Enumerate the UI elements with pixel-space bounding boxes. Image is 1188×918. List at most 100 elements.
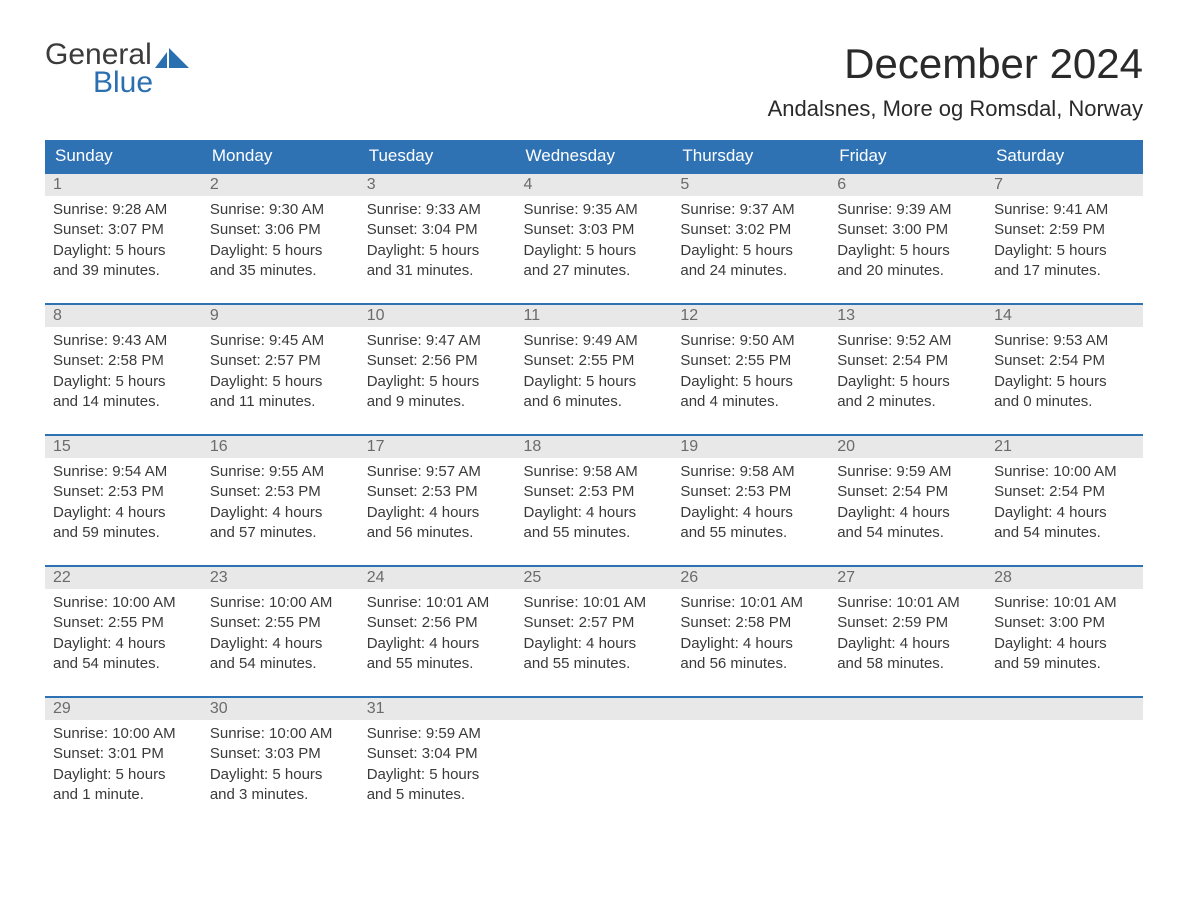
- calendar-day-cell: 17Sunrise: 9:57 AMSunset: 2:53 PMDayligh…: [359, 435, 516, 566]
- day-number-empty: [672, 698, 829, 720]
- col-sunday: Sunday: [45, 140, 202, 173]
- day-number: 21: [986, 436, 1143, 458]
- daylight-line: Daylight: 4 hours and 57 minutes.: [210, 503, 351, 544]
- daylight-line: Daylight: 5 hours and 2 minutes.: [837, 372, 978, 413]
- sunrise-line: Sunrise: 10:00 AM: [994, 462, 1135, 482]
- brand-logo: General Blue: [45, 40, 189, 98]
- day-details: Sunrise: 9:43 AMSunset: 2:58 PMDaylight:…: [45, 327, 202, 434]
- day-number: 10: [359, 305, 516, 327]
- day-details: Sunrise: 9:47 AMSunset: 2:56 PMDaylight:…: [359, 327, 516, 434]
- calendar-day-cell: 18Sunrise: 9:58 AMSunset: 2:53 PMDayligh…: [516, 435, 673, 566]
- day-number: 14: [986, 305, 1143, 327]
- calendar-day-cell: [829, 697, 986, 827]
- calendar-day-cell: 30Sunrise: 10:00 AMSunset: 3:03 PMDaylig…: [202, 697, 359, 827]
- day-details: Sunrise: 9:50 AMSunset: 2:55 PMDaylight:…: [672, 327, 829, 434]
- daylight-line: Daylight: 4 hours and 54 minutes.: [994, 503, 1135, 544]
- month-title: December 2024: [768, 40, 1143, 88]
- calendar-day-cell: 7Sunrise: 9:41 AMSunset: 2:59 PMDaylight…: [986, 173, 1143, 304]
- sunset-line: Sunset: 3:02 PM: [680, 220, 821, 240]
- day-number: 20: [829, 436, 986, 458]
- flag-icon: [155, 44, 189, 66]
- calendar-day-cell: 3Sunrise: 9:33 AMSunset: 3:04 PMDaylight…: [359, 173, 516, 304]
- day-number: 30: [202, 698, 359, 720]
- daylight-line: Daylight: 5 hours and 35 minutes.: [210, 241, 351, 282]
- calendar-day-cell: 21Sunrise: 10:00 AMSunset: 2:54 PMDaylig…: [986, 435, 1143, 566]
- calendar-day-cell: 29Sunrise: 10:00 AMSunset: 3:01 PMDaylig…: [45, 697, 202, 827]
- day-number: 28: [986, 567, 1143, 589]
- daylight-line: Daylight: 4 hours and 55 minutes.: [367, 634, 508, 675]
- day-details: Sunrise: 9:53 AMSunset: 2:54 PMDaylight:…: [986, 327, 1143, 434]
- day-number: 1: [45, 174, 202, 196]
- day-details: Sunrise: 10:01 AMSunset: 2:56 PMDaylight…: [359, 589, 516, 696]
- day-details: Sunrise: 9:58 AMSunset: 2:53 PMDaylight:…: [516, 458, 673, 565]
- calendar-week-row: 8Sunrise: 9:43 AMSunset: 2:58 PMDaylight…: [45, 304, 1143, 435]
- daylight-line: Daylight: 4 hours and 59 minutes.: [53, 503, 194, 544]
- calendar-day-cell: 4Sunrise: 9:35 AMSunset: 3:03 PMDaylight…: [516, 173, 673, 304]
- day-details-empty: [672, 720, 829, 800]
- day-details: Sunrise: 9:52 AMSunset: 2:54 PMDaylight:…: [829, 327, 986, 434]
- calendar-day-cell: 13Sunrise: 9:52 AMSunset: 2:54 PMDayligh…: [829, 304, 986, 435]
- sunrise-line: Sunrise: 9:30 AM: [210, 200, 351, 220]
- daylight-line: Daylight: 4 hours and 58 minutes.: [837, 634, 978, 675]
- calendar-day-cell: 22Sunrise: 10:00 AMSunset: 2:55 PMDaylig…: [45, 566, 202, 697]
- sunset-line: Sunset: 3:04 PM: [367, 220, 508, 240]
- calendar-day-cell: [516, 697, 673, 827]
- sunrise-line: Sunrise: 9:53 AM: [994, 331, 1135, 351]
- sunset-line: Sunset: 2:56 PM: [367, 351, 508, 371]
- day-number: 22: [45, 567, 202, 589]
- daylight-line: Daylight: 4 hours and 54 minutes.: [53, 634, 194, 675]
- sunset-line: Sunset: 2:56 PM: [367, 613, 508, 633]
- day-number: 5: [672, 174, 829, 196]
- col-saturday: Saturday: [986, 140, 1143, 173]
- sunrise-line: Sunrise: 10:01 AM: [367, 593, 508, 613]
- day-details: Sunrise: 9:39 AMSunset: 3:00 PMDaylight:…: [829, 196, 986, 303]
- day-details: Sunrise: 9:30 AMSunset: 3:06 PMDaylight:…: [202, 196, 359, 303]
- day-number: 6: [829, 174, 986, 196]
- day-number-empty: [986, 698, 1143, 720]
- sunrise-line: Sunrise: 10:01 AM: [994, 593, 1135, 613]
- calendar-day-cell: 15Sunrise: 9:54 AMSunset: 2:53 PMDayligh…: [45, 435, 202, 566]
- day-details: Sunrise: 10:00 AMSunset: 2:55 PMDaylight…: [202, 589, 359, 696]
- calendar-day-cell: 10Sunrise: 9:47 AMSunset: 2:56 PMDayligh…: [359, 304, 516, 435]
- daylight-line: Daylight: 5 hours and 3 minutes.: [210, 765, 351, 806]
- day-number-empty: [516, 698, 673, 720]
- daylight-line: Daylight: 5 hours and 9 minutes.: [367, 372, 508, 413]
- sunrise-line: Sunrise: 9:33 AM: [367, 200, 508, 220]
- daylight-line: Daylight: 4 hours and 55 minutes.: [680, 503, 821, 544]
- day-number: 19: [672, 436, 829, 458]
- day-details: Sunrise: 9:41 AMSunset: 2:59 PMDaylight:…: [986, 196, 1143, 303]
- daylight-line: Daylight: 4 hours and 55 minutes.: [524, 634, 665, 675]
- day-number: 31: [359, 698, 516, 720]
- sunrise-line: Sunrise: 9:54 AM: [53, 462, 194, 482]
- calendar-day-cell: 9Sunrise: 9:45 AMSunset: 2:57 PMDaylight…: [202, 304, 359, 435]
- calendar-day-cell: 26Sunrise: 10:01 AMSunset: 2:58 PMDaylig…: [672, 566, 829, 697]
- sunrise-line: Sunrise: 9:39 AM: [837, 200, 978, 220]
- day-details: Sunrise: 9:49 AMSunset: 2:55 PMDaylight:…: [516, 327, 673, 434]
- sunrise-line: Sunrise: 10:00 AM: [210, 593, 351, 613]
- calendar-day-cell: [986, 697, 1143, 827]
- col-monday: Monday: [202, 140, 359, 173]
- day-number: 2: [202, 174, 359, 196]
- daylight-line: Daylight: 5 hours and 1 minute.: [53, 765, 194, 806]
- day-number: 23: [202, 567, 359, 589]
- col-friday: Friday: [829, 140, 986, 173]
- sunset-line: Sunset: 3:03 PM: [524, 220, 665, 240]
- day-details-empty: [986, 720, 1143, 800]
- day-details: Sunrise: 9:45 AMSunset: 2:57 PMDaylight:…: [202, 327, 359, 434]
- calendar-day-cell: 24Sunrise: 10:01 AMSunset: 2:56 PMDaylig…: [359, 566, 516, 697]
- daylight-line: Daylight: 5 hours and 14 minutes.: [53, 372, 194, 413]
- day-details: Sunrise: 10:00 AMSunset: 3:03 PMDaylight…: [202, 720, 359, 827]
- sunrise-line: Sunrise: 9:55 AM: [210, 462, 351, 482]
- calendar-day-cell: 8Sunrise: 9:43 AMSunset: 2:58 PMDaylight…: [45, 304, 202, 435]
- day-details: Sunrise: 9:54 AMSunset: 2:53 PMDaylight:…: [45, 458, 202, 565]
- daylight-line: Daylight: 5 hours and 4 minutes.: [680, 372, 821, 413]
- sunset-line: Sunset: 2:59 PM: [837, 613, 978, 633]
- day-number: 16: [202, 436, 359, 458]
- sunrise-line: Sunrise: 10:01 AM: [524, 593, 665, 613]
- daylight-line: Daylight: 5 hours and 17 minutes.: [994, 241, 1135, 282]
- daylight-line: Daylight: 5 hours and 5 minutes.: [367, 765, 508, 806]
- day-details-empty: [516, 720, 673, 800]
- sunset-line: Sunset: 2:57 PM: [210, 351, 351, 371]
- calendar-day-cell: 11Sunrise: 9:49 AMSunset: 2:55 PMDayligh…: [516, 304, 673, 435]
- sunset-line: Sunset: 3:00 PM: [837, 220, 978, 240]
